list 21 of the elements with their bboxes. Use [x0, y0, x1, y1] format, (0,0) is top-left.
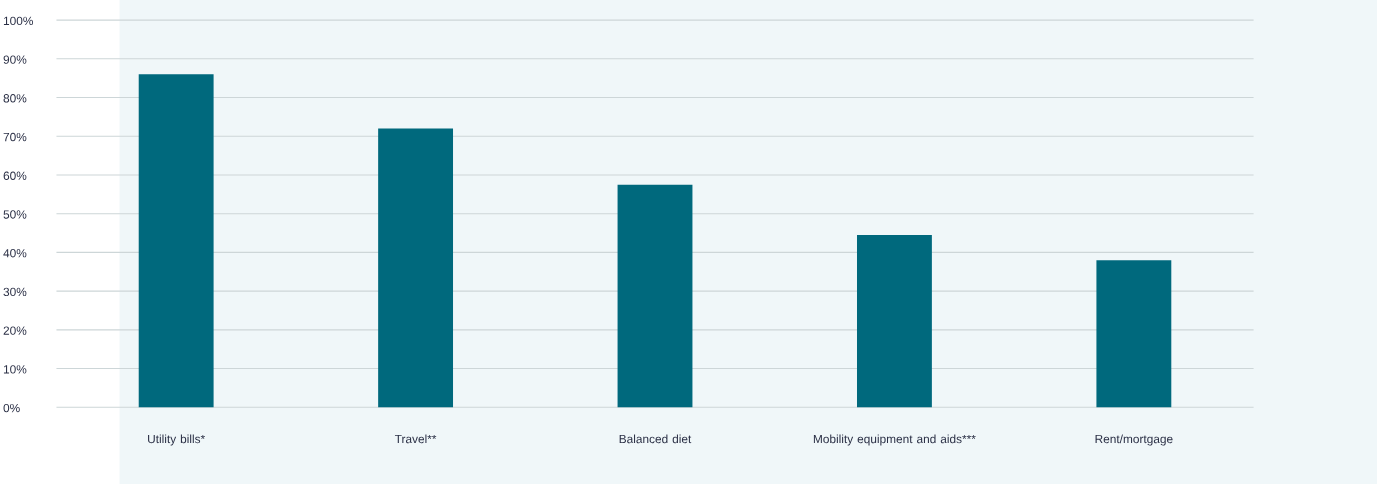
y-tick-label: 50%: [3, 210, 27, 219]
bar: [1096, 260, 1172, 408]
bar: [856, 234, 932, 408]
y-tick-label: 70%: [3, 132, 27, 142]
x-tick-label: Balanced diet: [619, 434, 692, 444]
bar: [378, 128, 454, 408]
y-tick-label: 90%: [3, 55, 27, 64]
y-tick-label: 30%: [3, 287, 27, 297]
bar: [138, 74, 214, 408]
x-tick-label: Rent/mortgage: [1095, 434, 1173, 446]
y-tick-label: 20%: [3, 326, 27, 335]
y-tick-label: 0%: [3, 403, 20, 413]
y-tick-label: 80%: [3, 94, 27, 103]
y-tick-label: 100%: [3, 16, 33, 26]
bar: [617, 184, 693, 408]
x-tick-label: Travel**: [394, 434, 437, 444]
x-tick-label: Mobility equipment and aids***: [813, 434, 976, 446]
y-tick-label: 10%: [3, 365, 27, 374]
x-tick-label: Utility bills*: [148, 434, 205, 446]
y-tick-label: 60%: [3, 171, 27, 180]
y-tick-label: 40%: [3, 249, 27, 258]
